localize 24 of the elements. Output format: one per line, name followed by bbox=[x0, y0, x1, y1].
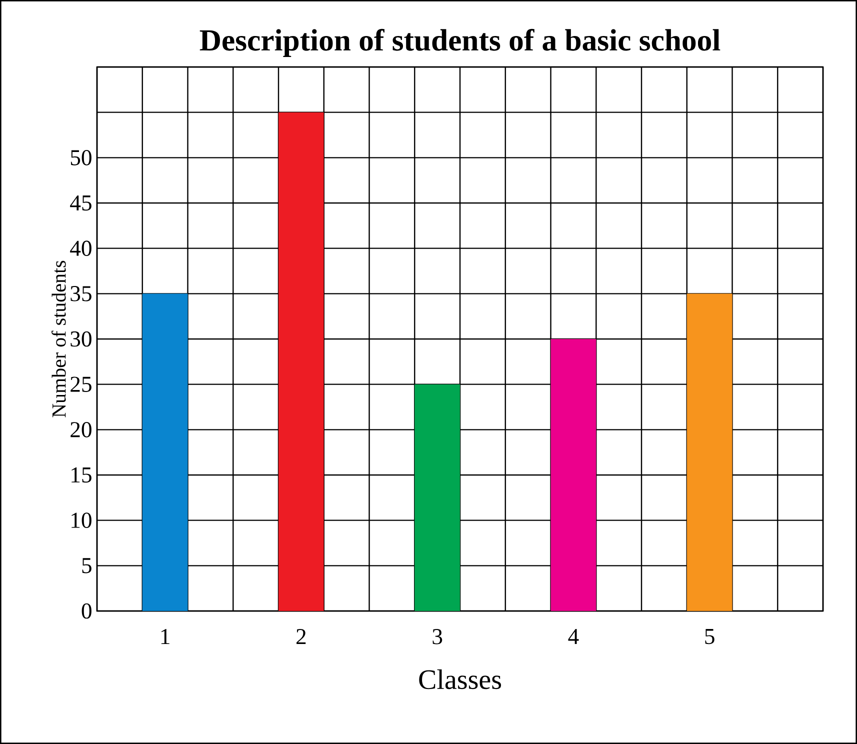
y-tick-label: 0 bbox=[82, 603, 92, 619]
x-axis-title: Classes bbox=[419, 669, 501, 690]
y-tick-label: 45 bbox=[70, 195, 92, 211]
y-tick-label: 50 bbox=[70, 150, 92, 166]
y-axis-title: Number of students bbox=[52, 260, 66, 418]
y-tick-label: 35 bbox=[70, 286, 92, 302]
bar bbox=[414, 384, 460, 611]
x-tick-label: 2 bbox=[296, 629, 306, 644]
x-tick-label: 3 bbox=[432, 629, 442, 644]
x-tick-label: 4 bbox=[568, 629, 579, 644]
chart-title: Description of students of a basic school bbox=[200, 28, 720, 57]
bar bbox=[686, 294, 732, 611]
bar bbox=[278, 112, 324, 611]
y-tick-label: 25 bbox=[70, 376, 92, 392]
y-tick-label: 40 bbox=[70, 240, 92, 256]
x-tick-label: 5 bbox=[705, 629, 714, 644]
bar bbox=[550, 339, 596, 611]
y-tick-label: 10 bbox=[72, 512, 92, 528]
bar bbox=[142, 294, 188, 611]
y-tick-label: 30 bbox=[70, 331, 92, 347]
x-tick-label: 1 bbox=[161, 629, 170, 644]
y-tick-label: 15 bbox=[72, 467, 92, 483]
y-tick-label: 20 bbox=[70, 422, 92, 438]
y-tick-label: 5 bbox=[82, 558, 92, 574]
